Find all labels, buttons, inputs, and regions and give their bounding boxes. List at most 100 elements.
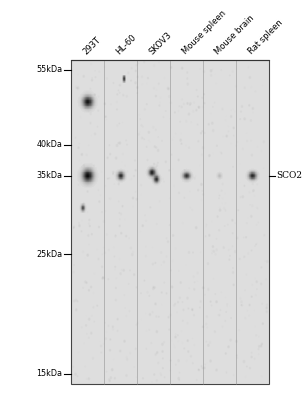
Bar — [83, 105, 84, 106]
Bar — [193, 174, 194, 175]
Bar — [252, 168, 253, 169]
Bar — [117, 180, 118, 181]
Bar — [151, 171, 152, 172]
Bar — [81, 105, 82, 106]
Bar — [149, 170, 150, 171]
Bar — [90, 90, 91, 91]
Bar — [251, 168, 252, 169]
Bar — [156, 166, 157, 167]
Bar — [248, 173, 249, 174]
Bar — [187, 176, 188, 177]
Bar — [182, 179, 183, 180]
Bar — [86, 98, 87, 99]
Bar — [85, 110, 86, 111]
Bar — [190, 173, 191, 174]
Bar — [90, 181, 91, 182]
Bar — [78, 178, 79, 179]
Bar — [85, 112, 86, 113]
Bar — [87, 102, 88, 103]
Bar — [85, 184, 86, 185]
Bar — [77, 174, 78, 175]
Bar — [192, 179, 193, 180]
Bar — [94, 104, 95, 105]
Bar — [78, 102, 79, 103]
Bar — [86, 175, 87, 176]
Bar — [256, 176, 257, 177]
Bar — [81, 169, 82, 170]
Bar — [93, 107, 94, 108]
Bar — [80, 169, 81, 170]
Bar — [84, 163, 85, 164]
Bar — [148, 178, 149, 179]
Bar — [120, 178, 121, 179]
Bar — [155, 170, 156, 171]
Bar — [79, 106, 80, 107]
Bar — [91, 109, 92, 110]
Bar — [84, 93, 85, 94]
Bar — [86, 167, 87, 168]
Bar — [83, 95, 84, 96]
Bar — [83, 108, 84, 109]
Bar — [184, 181, 185, 182]
Bar — [256, 173, 257, 174]
Bar — [92, 96, 93, 97]
Bar — [90, 187, 91, 188]
Bar — [86, 172, 87, 173]
Bar — [87, 106, 88, 107]
Bar — [91, 180, 92, 181]
Bar — [89, 183, 90, 184]
Bar — [94, 99, 95, 100]
Bar — [85, 176, 86, 178]
Bar — [90, 107, 91, 108]
Bar — [87, 175, 88, 176]
Bar — [89, 163, 90, 164]
Bar — [184, 169, 185, 170]
Bar — [124, 178, 125, 179]
Bar — [89, 112, 90, 113]
Bar — [86, 91, 87, 92]
Bar — [150, 169, 151, 170]
Bar — [80, 95, 81, 96]
Bar — [156, 171, 157, 172]
Bar — [89, 105, 90, 106]
Bar — [186, 180, 187, 181]
Bar — [126, 173, 127, 174]
Bar — [118, 177, 119, 178]
Bar — [95, 168, 96, 169]
Bar — [122, 182, 123, 183]
Bar — [181, 170, 182, 171]
Bar — [92, 168, 93, 169]
Bar — [93, 179, 94, 180]
Bar — [86, 93, 87, 94]
Bar — [82, 95, 83, 96]
Bar — [86, 178, 87, 179]
Bar — [85, 106, 86, 107]
Bar — [86, 109, 87, 110]
Bar — [95, 106, 96, 107]
Bar — [91, 182, 92, 183]
Bar — [256, 169, 257, 170]
Bar — [92, 165, 93, 166]
Bar — [252, 175, 253, 176]
Bar — [248, 179, 249, 180]
Bar — [147, 175, 148, 176]
Bar — [94, 172, 95, 173]
Bar — [190, 177, 191, 178]
Bar — [116, 177, 117, 178]
Bar — [149, 172, 150, 173]
Bar — [80, 170, 81, 171]
Bar — [151, 173, 152, 174]
Bar — [122, 168, 123, 169]
Bar — [251, 170, 252, 171]
Bar — [87, 168, 88, 169]
Bar — [259, 174, 260, 175]
Bar — [84, 109, 85, 110]
Bar — [96, 183, 97, 184]
Bar — [82, 178, 83, 179]
Bar — [94, 107, 95, 108]
Bar — [81, 179, 82, 180]
Bar — [188, 177, 189, 178]
Bar — [90, 91, 91, 92]
Bar — [118, 171, 119, 172]
Bar — [90, 94, 91, 95]
